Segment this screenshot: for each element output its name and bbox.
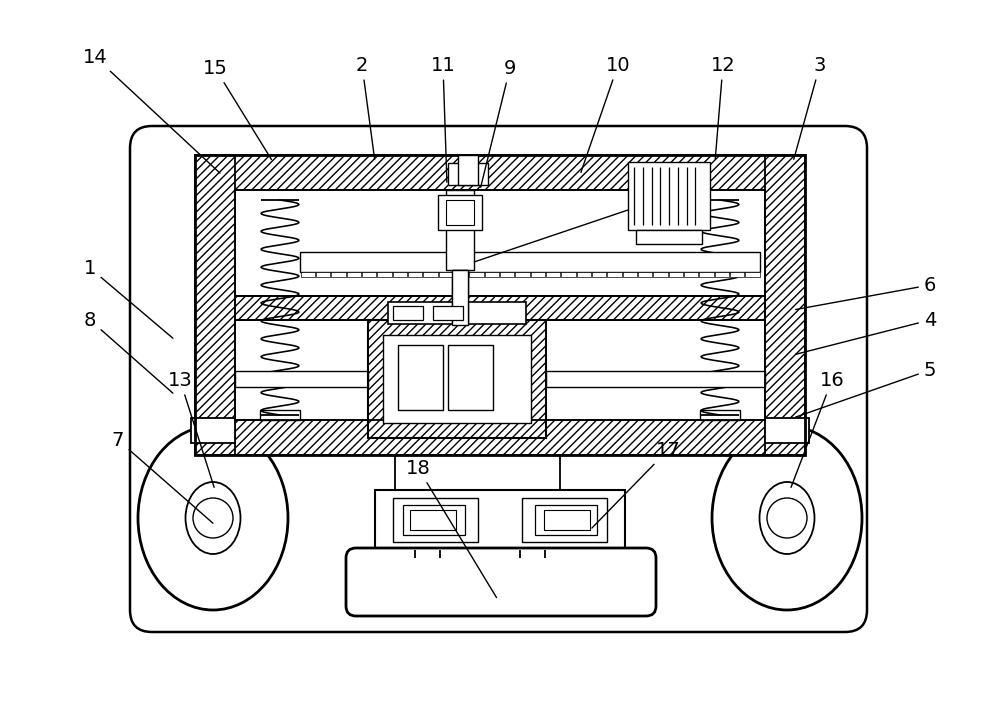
Bar bbox=[423, 272, 438, 277]
Bar bbox=[377, 272, 392, 277]
Text: 7: 7 bbox=[112, 430, 213, 523]
Text: 6: 6 bbox=[796, 275, 936, 310]
Bar bbox=[622, 272, 637, 277]
Text: 18: 18 bbox=[406, 458, 497, 598]
Bar bbox=[458, 155, 478, 185]
Bar bbox=[607, 272, 622, 277]
Bar bbox=[730, 272, 744, 277]
FancyBboxPatch shape bbox=[346, 548, 656, 616]
Bar bbox=[469, 272, 484, 277]
Bar bbox=[316, 272, 330, 277]
Ellipse shape bbox=[186, 482, 241, 554]
Bar bbox=[393, 306, 423, 320]
Bar bbox=[448, 345, 493, 410]
Bar bbox=[395, 455, 560, 493]
Bar bbox=[408, 272, 422, 277]
Bar bbox=[446, 200, 474, 225]
Bar bbox=[530, 272, 545, 277]
Ellipse shape bbox=[138, 426, 288, 610]
Bar bbox=[446, 190, 474, 270]
Bar bbox=[653, 272, 668, 277]
Bar bbox=[515, 272, 530, 277]
Bar bbox=[745, 272, 760, 277]
Bar bbox=[195, 155, 805, 190]
Bar bbox=[235, 371, 368, 387]
Bar bbox=[235, 296, 765, 320]
Bar bbox=[699, 272, 714, 277]
Text: 13: 13 bbox=[168, 370, 214, 488]
Bar bbox=[546, 371, 765, 387]
Bar bbox=[410, 510, 456, 530]
Text: 10: 10 bbox=[581, 56, 630, 172]
Text: 15: 15 bbox=[203, 59, 272, 159]
Bar bbox=[347, 272, 361, 277]
Text: 17: 17 bbox=[592, 440, 680, 528]
Bar bbox=[765, 155, 805, 455]
Bar bbox=[638, 272, 652, 277]
Ellipse shape bbox=[712, 426, 862, 610]
Text: 1: 1 bbox=[84, 259, 173, 338]
Bar bbox=[393, 272, 407, 277]
Bar bbox=[383, 335, 531, 423]
Bar bbox=[301, 272, 315, 277]
Bar bbox=[448, 163, 488, 185]
Text: 12: 12 bbox=[711, 56, 735, 159]
FancyBboxPatch shape bbox=[130, 126, 867, 632]
Bar bbox=[700, 410, 740, 420]
Bar bbox=[714, 272, 729, 277]
Bar bbox=[765, 418, 809, 443]
Bar bbox=[454, 272, 468, 277]
Text: 11: 11 bbox=[431, 56, 455, 182]
Bar bbox=[684, 272, 698, 277]
Bar bbox=[195, 155, 235, 455]
Bar bbox=[452, 270, 468, 320]
Text: 4: 4 bbox=[796, 310, 936, 355]
Bar bbox=[439, 272, 453, 277]
Bar bbox=[260, 410, 300, 420]
Text: 9: 9 bbox=[481, 59, 516, 187]
Bar bbox=[388, 302, 526, 324]
Bar bbox=[375, 490, 625, 550]
Bar bbox=[398, 345, 443, 410]
Text: 5: 5 bbox=[796, 360, 936, 417]
Bar bbox=[535, 505, 597, 535]
Bar bbox=[368, 320, 546, 438]
Bar bbox=[195, 155, 805, 455]
Bar bbox=[331, 272, 346, 277]
Bar bbox=[500, 272, 514, 277]
Text: 2: 2 bbox=[356, 56, 375, 159]
Bar bbox=[485, 272, 499, 277]
Bar bbox=[576, 272, 591, 277]
Bar bbox=[636, 230, 702, 244]
Bar bbox=[235, 296, 765, 320]
Bar bbox=[235, 190, 765, 420]
Bar bbox=[191, 418, 235, 443]
Bar bbox=[452, 270, 468, 325]
Bar bbox=[628, 162, 710, 230]
Bar bbox=[546, 272, 560, 277]
Ellipse shape bbox=[760, 482, 814, 554]
Bar bbox=[393, 498, 478, 542]
Text: 16: 16 bbox=[791, 370, 844, 488]
Bar bbox=[544, 510, 590, 530]
Circle shape bbox=[193, 498, 233, 538]
Bar bbox=[368, 320, 546, 438]
Bar bbox=[438, 195, 482, 230]
Text: 3: 3 bbox=[794, 56, 826, 159]
Bar bbox=[300, 252, 760, 272]
Text: 14: 14 bbox=[83, 47, 220, 173]
Bar bbox=[195, 420, 805, 455]
Bar bbox=[362, 272, 376, 277]
Bar bbox=[433, 306, 463, 320]
Bar bbox=[403, 505, 465, 535]
Text: 8: 8 bbox=[84, 310, 173, 393]
Bar bbox=[668, 272, 683, 277]
Bar bbox=[522, 498, 607, 542]
Bar bbox=[561, 272, 576, 277]
Circle shape bbox=[767, 498, 807, 538]
Bar bbox=[592, 272, 606, 277]
